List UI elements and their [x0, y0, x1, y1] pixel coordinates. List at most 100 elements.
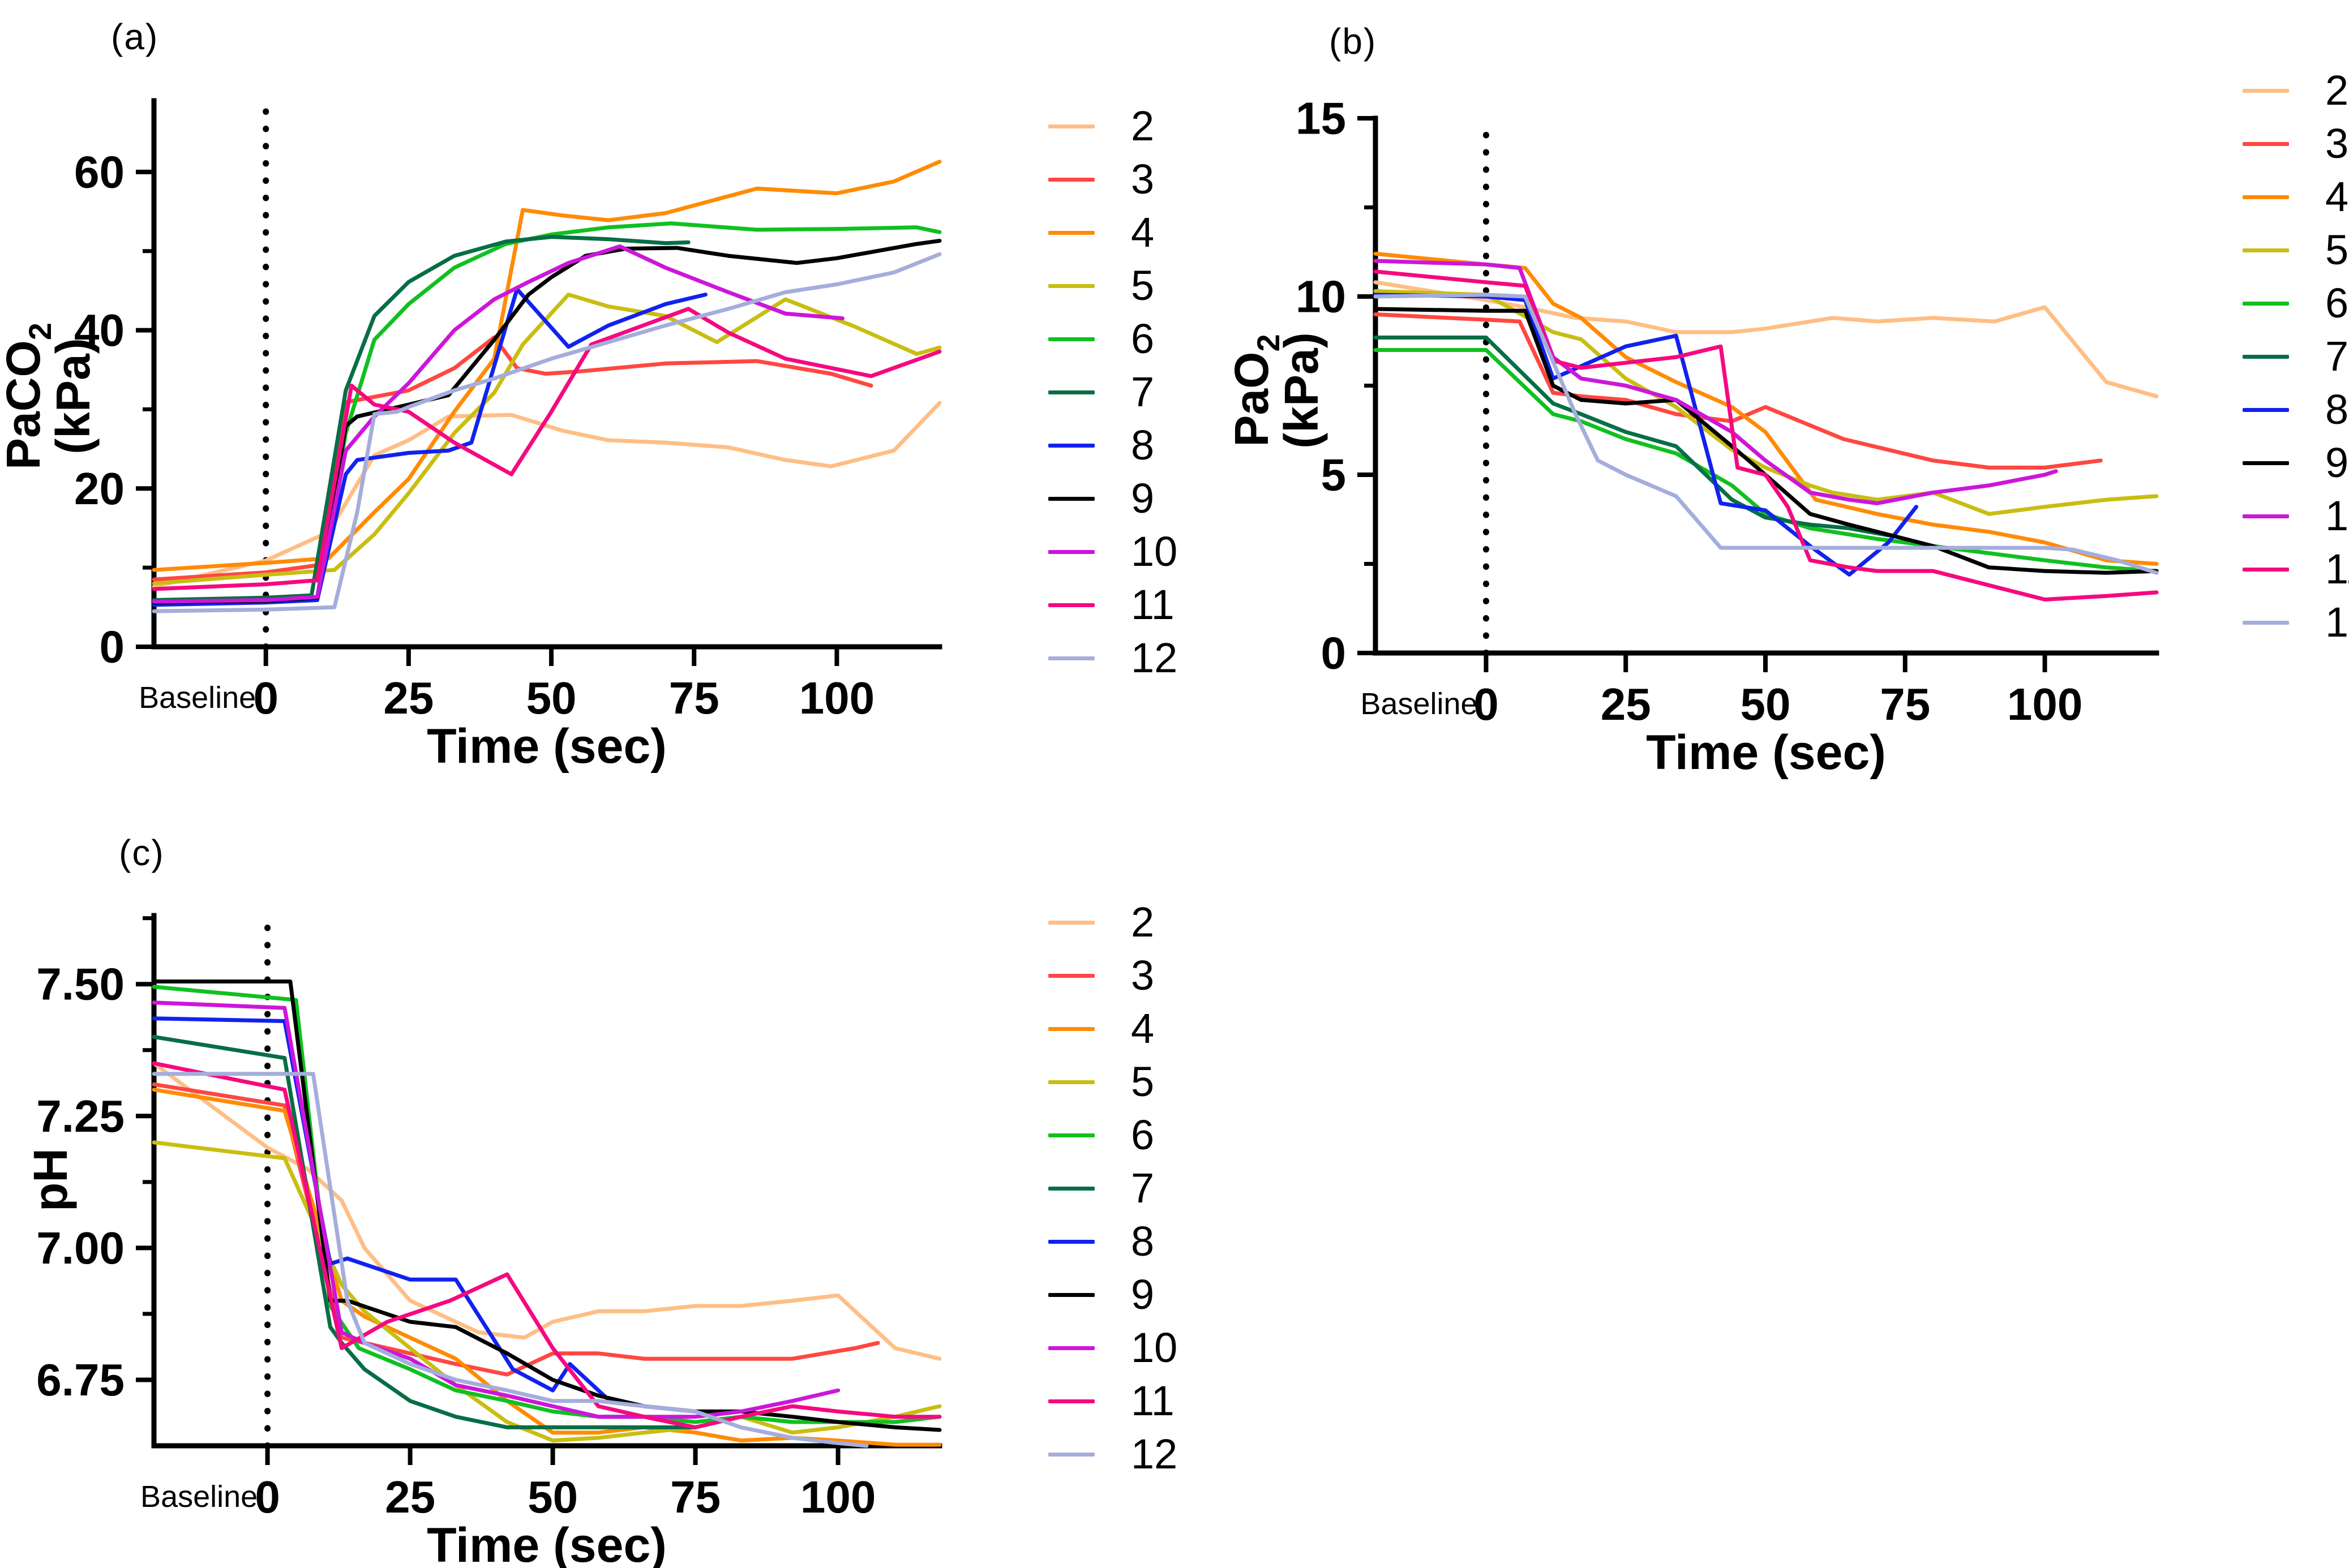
y-tick-label-a: 40	[74, 305, 125, 355]
series-line-c-4	[152, 1088, 942, 1447]
legend-b: 2 3 4 5 6 7 8 9 10 11 12	[2243, 64, 2349, 649]
x-tick-label-c: 75	[670, 1472, 721, 1522]
legend-swatch-3	[2243, 141, 2289, 146]
legend-row-3: 3	[1048, 949, 1177, 1002]
series-line-b-7	[1373, 336, 1891, 538]
legend-label-10: 10	[1131, 528, 1178, 575]
legend-row-12: 12	[2243, 596, 2349, 649]
legend-row-6: 6	[1048, 1109, 1177, 1162]
x-axis-title-c: Time (sec)	[427, 1518, 667, 1568]
y-tick-label-b: 15	[1296, 93, 1346, 144]
legend-label-8: 8	[1131, 1218, 1155, 1265]
legend-swatch-6	[1048, 337, 1095, 341]
y-axis-title-a: PaCO2	[0, 323, 58, 470]
y-tick-label-a: 0	[100, 622, 125, 672]
legend-swatch-10	[2243, 514, 2289, 518]
y-axis-unit-b: (kPa)	[1275, 332, 1328, 448]
legend-row-5: 5	[1048, 259, 1177, 312]
legend-swatch-4	[2243, 195, 2289, 199]
legend-row-12: 12	[1048, 1428, 1177, 1481]
x-tick-label-c: 100	[800, 1472, 876, 1522]
legend-swatch-9	[1048, 1292, 1095, 1297]
y-tick-label-c: 6.75	[36, 1355, 125, 1405]
y-axis-unit-a: (kPa)	[46, 338, 100, 454]
x-tick-label-c: 0	[255, 1472, 280, 1522]
axis-b	[1373, 115, 2159, 656]
series-line-a-2	[152, 401, 942, 589]
legend-swatch-9	[2243, 461, 2289, 465]
legend-label-5: 5	[1131, 1058, 1155, 1105]
x-tick-label-c: 50	[528, 1472, 578, 1522]
legend-label-7: 7	[2325, 333, 2349, 380]
legend-row-6: 6	[2243, 277, 2349, 330]
legend-swatch-2	[2243, 88, 2289, 93]
legend-label-4: 4	[2325, 173, 2349, 220]
legend-row-4: 4	[1048, 206, 1177, 259]
legend-label-12: 12	[2325, 599, 2349, 646]
legend-swatch-4	[1048, 230, 1095, 235]
legend-row-9: 9	[1048, 1268, 1177, 1321]
legend-row-10: 10	[1048, 1321, 1177, 1374]
series-line-c-12	[152, 1072, 869, 1448]
legend-label-2: 2	[1131, 899, 1155, 946]
x-tick-label-a: 0	[253, 673, 278, 723]
series-line-a-5	[152, 293, 942, 586]
panel-label-a: (a)	[111, 16, 159, 57]
legend-row-12: 12	[1048, 632, 1177, 685]
legend-swatch-2	[1048, 124, 1095, 128]
legend-label-2: 2	[2325, 67, 2349, 114]
series-line-c-8	[152, 1016, 715, 1414]
legend-swatch-12	[2243, 620, 2289, 625]
legend-swatch-11	[2243, 567, 2289, 572]
legend-a: 2 3 4 5 6 7 8 9 10 11 12	[1048, 100, 1177, 685]
legend-swatch-8	[2243, 407, 2289, 412]
panel-label-c: (c)	[119, 832, 165, 873]
legend-row-2: 2	[1048, 100, 1177, 153]
legend-row-11: 11	[2243, 543, 2349, 596]
y-axis-title-b: PaO2	[1225, 334, 1286, 446]
legend-swatch-11	[1048, 603, 1095, 607]
series-line-c-9	[152, 980, 942, 1432]
series-line-a-12	[152, 252, 942, 613]
legend-label-11: 11	[2325, 545, 2349, 592]
legend-label-4: 4	[1131, 209, 1155, 256]
legend-row-4: 4	[2243, 170, 2349, 224]
legend-label-9: 9	[1131, 1271, 1155, 1318]
legend-label-12: 12	[1131, 1430, 1178, 1477]
x-tick-label-b: 100	[2007, 679, 2082, 729]
series-line-c-10	[152, 1000, 841, 1419]
legend-label-10: 10	[1131, 1324, 1178, 1371]
legend-label-8: 8	[1131, 422, 1155, 469]
series-line-c-5	[152, 1140, 942, 1443]
legend-label-6: 6	[1131, 315, 1155, 362]
legend-row-7: 7	[2243, 330, 2349, 383]
legend-label-12: 12	[1131, 634, 1178, 681]
x-axis-title-b: Time (sec)	[1646, 725, 1886, 780]
legend-label-3: 3	[1131, 156, 1155, 203]
legend-row-6: 6	[1048, 312, 1177, 366]
y-tick-label-c: 7.50	[36, 959, 125, 1009]
legend-swatch-8	[1048, 443, 1095, 448]
legend-label-11: 11	[1131, 1377, 1174, 1424]
legend-swatch-6	[2243, 301, 2289, 306]
series-line-b-9	[1373, 307, 2159, 575]
series-line-b-12	[1373, 293, 2159, 575]
legend-swatch-2	[1048, 920, 1095, 925]
legend-swatch-3	[1048, 973, 1095, 978]
y-tick-label-c: 7.00	[36, 1223, 125, 1273]
legend-row-7: 7	[1048, 1162, 1177, 1215]
legend-swatch-6	[1048, 1133, 1095, 1137]
legend-swatch-5	[1048, 1080, 1095, 1084]
series-line-b-2	[1373, 280, 2159, 398]
legend-swatch-3	[1048, 177, 1095, 182]
legend-row-8: 8	[2243, 383, 2349, 436]
legend-swatch-12	[1048, 656, 1095, 660]
series-line-a-7	[152, 235, 691, 602]
legend-swatch-8	[1048, 1239, 1095, 1244]
legend-label-6: 6	[1131, 1111, 1155, 1158]
x-tick-label-b: 0	[1473, 679, 1499, 729]
legend-label-2: 2	[1131, 102, 1155, 149]
y-tick-label-a: 60	[74, 147, 125, 197]
